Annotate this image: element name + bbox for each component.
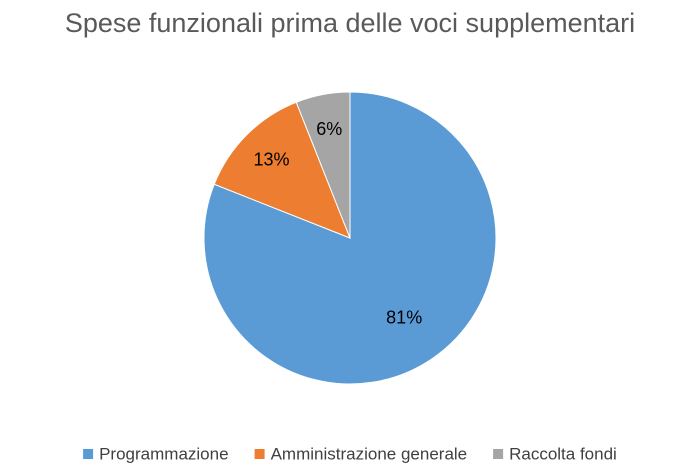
legend-swatch-programmazione <box>83 449 94 459</box>
legend-label-amministrazione-generale: Amministrazione generale <box>271 445 468 464</box>
chart-title: Spese funzionali prima delle voci supple… <box>65 8 635 38</box>
pie-slice-raccolta-fondi <box>295 91 351 239</box>
data-label-raccolta-fondi: 6% <box>316 119 342 139</box>
legend-swatch-amministrazione-generale <box>254 449 265 459</box>
legend-item-raccolta-fondi: Raccolta fondi <box>493 445 617 464</box>
pie-slice-amministrazione-generale <box>213 101 351 239</box>
legend-label-raccolta-fondi: Raccolta fondi <box>509 445 617 464</box>
pie-slices <box>203 91 497 385</box>
data-labels: 81% 13% 6% <box>253 119 422 328</box>
legend: Programmazione Amministrazione generale Ra… <box>83 445 617 464</box>
legend-item-programmazione: Programmazione <box>83 445 229 464</box>
legend-item-amministrazione-generale: Amministrazione generale <box>254 445 468 464</box>
data-label-programmazione: 81% <box>386 308 422 328</box>
legend-swatch-raccolta-fondi <box>493 449 504 459</box>
data-label-amministrazione-generale: 13% <box>253 150 289 170</box>
legend-label-programmazione: Programmazione <box>99 445 228 464</box>
